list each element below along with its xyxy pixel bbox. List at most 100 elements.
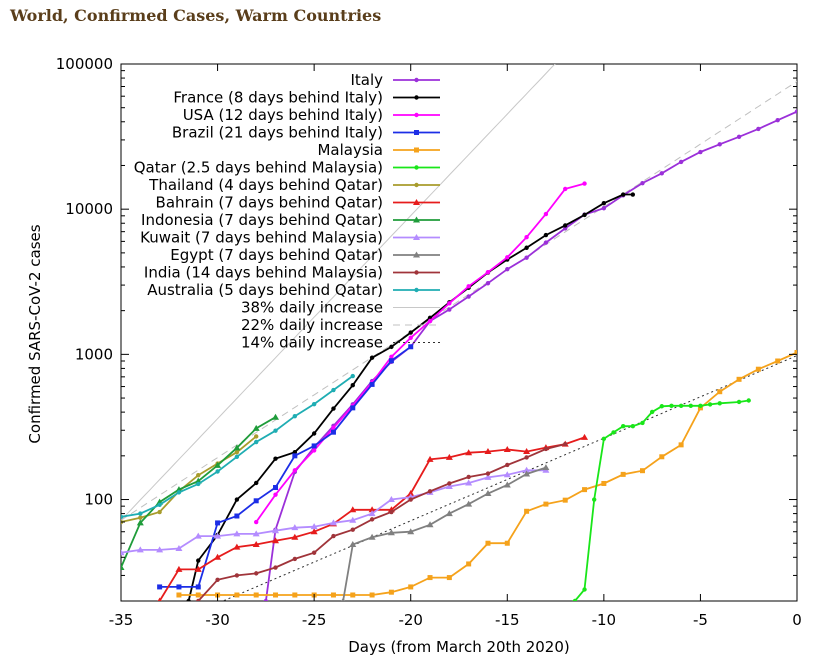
data-point <box>445 453 453 460</box>
data-point <box>388 358 394 364</box>
data-point <box>196 598 201 601</box>
legend-marker <box>414 182 419 188</box>
legend-marker <box>414 112 419 118</box>
data-point <box>775 117 780 123</box>
data-point <box>678 159 684 165</box>
data-point <box>157 509 162 515</box>
data-point <box>562 497 568 503</box>
data-point <box>368 533 376 540</box>
data-point <box>717 389 723 395</box>
legend-marker <box>414 130 419 135</box>
data-point <box>543 446 549 452</box>
data-point <box>485 471 491 476</box>
data-point <box>233 543 241 550</box>
data-point <box>389 354 394 359</box>
reference-lines <box>121 64 797 601</box>
x-tick-label: -25 <box>302 611 327 629</box>
data-point <box>176 490 182 495</box>
data-point <box>445 482 453 489</box>
legend-label: Kuwait (7 days behind Malaysia) <box>140 229 383 247</box>
data-point <box>794 349 797 355</box>
y-tick-label: 100000 <box>56 55 113 73</box>
data-point <box>215 469 220 474</box>
data-point <box>678 403 684 409</box>
data-point <box>611 430 616 435</box>
data-point <box>503 481 511 488</box>
data-point <box>330 592 336 598</box>
x-tick-label: 0 <box>792 611 802 629</box>
data-point <box>466 284 471 289</box>
legend-label: 38% daily increase <box>241 299 383 317</box>
data-point <box>263 598 269 601</box>
data-point <box>563 186 568 192</box>
data-point <box>234 592 240 598</box>
data-point <box>620 192 626 197</box>
data-point <box>387 529 395 536</box>
data-point <box>659 404 664 409</box>
data-point <box>736 134 742 140</box>
page-title: World, Confirmed Cases, Warm Countries <box>10 6 382 25</box>
data-point <box>273 485 279 491</box>
data-point <box>369 355 375 360</box>
data-point <box>563 441 568 447</box>
data-point <box>620 423 626 429</box>
series-line <box>574 399 749 601</box>
legend-label: Egypt (7 days behind Qatar) <box>170 246 383 264</box>
data-point <box>175 544 183 551</box>
series-line <box>342 466 547 601</box>
series-group <box>121 373 355 520</box>
legend-label: Indonesia (7 days behind Qatar) <box>141 211 383 229</box>
data-point <box>194 532 202 539</box>
legend-marker <box>413 199 420 205</box>
data-point <box>215 520 221 526</box>
data-point <box>755 366 761 372</box>
data-point <box>368 510 376 517</box>
series-line <box>121 469 546 554</box>
x-axis-label: Days (from March 20th 2020) <box>348 638 570 656</box>
data-point <box>446 575 452 581</box>
series-layer <box>121 109 797 601</box>
series-group <box>121 466 550 556</box>
data-point <box>157 597 162 601</box>
data-point <box>157 584 163 590</box>
data-point <box>445 510 453 517</box>
data-point <box>485 540 491 546</box>
data-point <box>407 490 415 497</box>
data-point <box>136 546 144 553</box>
series-group <box>176 349 797 598</box>
data-point <box>349 541 357 548</box>
data-point <box>717 401 722 406</box>
data-point <box>175 486 183 493</box>
data-point <box>620 471 626 477</box>
data-point <box>156 546 164 553</box>
data-point <box>214 532 222 539</box>
data-point <box>408 344 414 350</box>
data-point <box>465 449 473 456</box>
data-point <box>542 464 550 471</box>
data-point <box>330 429 336 435</box>
reference-line <box>221 355 797 601</box>
series-group <box>157 344 414 590</box>
data-point <box>466 561 472 567</box>
data-point <box>311 550 317 555</box>
data-point <box>252 530 260 537</box>
data-point <box>524 235 529 240</box>
data-point <box>484 490 492 497</box>
data-point <box>582 181 587 186</box>
data-point <box>273 456 278 461</box>
data-point <box>254 439 259 445</box>
data-point <box>331 533 336 539</box>
legend-label: 14% daily increase <box>241 334 383 352</box>
data-point <box>688 403 693 409</box>
data-point <box>505 267 510 272</box>
data-point <box>311 431 317 436</box>
legend-label: Thailand (4 days behind Qatar) <box>148 176 383 194</box>
data-point <box>572 598 578 601</box>
x-tick-label: -15 <box>495 611 520 629</box>
data-point <box>543 240 549 245</box>
reference-line <box>121 64 556 521</box>
series-group <box>572 398 751 601</box>
data-point <box>234 454 240 459</box>
series-line <box>159 346 412 588</box>
data-point <box>331 406 336 411</box>
